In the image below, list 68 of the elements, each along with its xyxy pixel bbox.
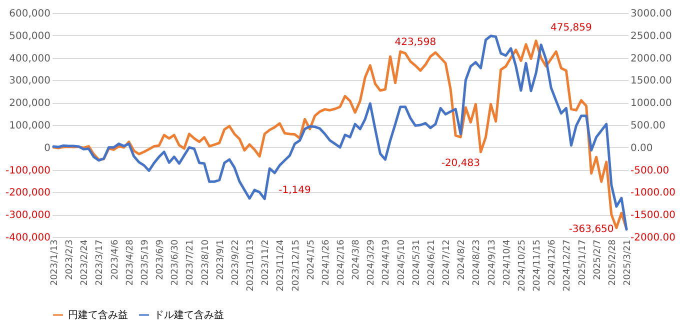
x-tick-label: 2023/9/22 [230,240,241,286]
x-tick-label: 2025/3/21 [622,240,633,286]
x-tick-label: 2024/2/16 [336,239,346,286]
legend-label: ドル建て含み益 [154,309,224,321]
y2-tick-label: 0.00 [630,142,653,154]
y2-tick-label: -2000.00 [630,232,676,244]
annotation: 423,598 [394,37,436,48]
x-tick-label: 2024/6/21 [426,240,437,286]
annotation: -20,483 [441,158,480,170]
x-tick-label: 2025/2/7 [592,240,603,280]
annotation: 475,859 [550,22,592,34]
y2-tick-label: -500.00 [630,165,670,176]
x-tick-label: 2023/12/15 [291,240,302,292]
x-tick-label: 2025/1/17 [578,240,588,286]
x-tick-label: 2024/5/10 [396,239,407,286]
x-tick-label: 2024/11/15 [532,240,543,292]
x-tick-label: 2024/7/12 [442,240,452,286]
x-tick-label: 2024/1/26 [321,239,332,286]
y-tick-label: 200,000 [9,98,50,110]
x-tick-label: 2024/9/13 [487,240,498,286]
x-tick-label: 2023/3/17 [95,240,106,286]
annotation: -1,149 [278,184,311,196]
legend-label: 円建て含み益 [68,309,128,321]
x-tick-label: 2024/12/27 [562,240,573,292]
y-tick-label: 100,000 [9,120,50,132]
x-tick-label: 2024/10/25 [517,240,528,292]
x-tick-label: 2024/8/23 [472,240,482,286]
y2-tick-label: 500.00 [630,120,666,132]
x-tick-label: 2023/11/2 [261,240,272,286]
x-tick-label: 2023/8/10 [200,239,211,286]
x-tick-label: 2023/2/24 [80,239,90,286]
x-tick-label: 2023/6/30 [170,239,181,286]
x-tick-label: 2024/3/8 [352,239,362,280]
y-tick-label: 500,000 [9,30,50,42]
y2-tick-label: 1500.00 [630,76,672,87]
x-tick-label: 2024/10/4 [502,239,512,286]
y-tick-label: -100,000 [6,165,50,176]
x-tick-label: 2024/1/5 [306,240,316,280]
x-tick-label: 2024/3/29 [366,239,377,286]
annotation: -363,650 [568,224,614,236]
x-tick-label: 2024/12/6 [548,239,558,286]
x-tick-label: 2024/8/2 [457,240,468,280]
x-tick-label: 2023/2/3 [65,240,76,280]
x-tick-label: 2023/6/9 [156,239,166,280]
x-tick-label: 2024/5/31 [412,240,422,286]
y-tick-label: -200,000 [6,188,50,199]
y2-tick-label: 2500.00 [630,30,672,42]
x-tick-label: 2023/10/13 [246,240,256,292]
y-tick-label: 0 [44,142,50,154]
y2-tick-label: 1000.00 [630,98,672,110]
x-tick-label: 2023/9/1 [216,240,226,280]
y-tick-label: 600,000 [9,8,50,20]
y2-tick-label: 2000.00 [630,53,672,64]
x-tick-label: 2023/4/28 [125,239,136,286]
x-tick-label: 2023/4/6 [110,239,120,280]
y-tick-label: -300,000 [6,210,50,222]
y-tick-label: 400,000 [9,53,50,64]
y-tick-label: 300,000 [9,76,50,87]
y2-tick-label: -1000.00 [630,188,676,199]
y-tick-label: -400,000 [6,232,50,244]
x-tick-label: 2024/4/19 [382,239,392,286]
x-tick-label: 2023/7/21 [186,240,196,286]
x-tick-label: 2025/2/28 [608,239,618,286]
x-tick-label: 2023/11/24 [276,239,286,292]
y2-tick-label: -1500.00 [630,210,676,222]
x-tick-label: 2023/1/13 [50,240,60,286]
x-tick-label: 2023/5/19 [140,239,150,286]
y2-tick-label: 3000.00 [630,8,672,20]
